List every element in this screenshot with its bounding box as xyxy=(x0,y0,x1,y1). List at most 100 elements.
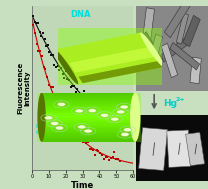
Point xyxy=(65,126,68,129)
Circle shape xyxy=(57,102,66,106)
Point xyxy=(53,95,56,98)
Point xyxy=(60,110,63,113)
Ellipse shape xyxy=(130,93,140,142)
Bar xyxy=(42,98,135,100)
Point xyxy=(58,104,61,107)
Point xyxy=(92,149,95,152)
Bar xyxy=(42,139,135,141)
Point xyxy=(61,73,64,76)
Point xyxy=(38,50,42,53)
Point xyxy=(76,135,79,138)
Bar xyxy=(42,133,135,134)
Bar xyxy=(42,114,135,116)
Point xyxy=(31,15,35,18)
Point xyxy=(64,69,68,72)
Point xyxy=(97,149,100,153)
Text: Hg: Hg xyxy=(163,99,177,108)
Bar xyxy=(186,132,205,166)
Bar xyxy=(140,32,162,65)
Point xyxy=(107,119,110,122)
Bar xyxy=(161,38,188,62)
Point xyxy=(109,156,113,160)
Point xyxy=(45,44,48,47)
Bar xyxy=(42,130,135,132)
Circle shape xyxy=(84,129,92,133)
Point xyxy=(94,111,97,114)
Point xyxy=(67,78,71,81)
Point xyxy=(88,147,91,150)
Point xyxy=(63,116,67,119)
Point xyxy=(105,119,109,122)
Point xyxy=(99,110,102,113)
Point xyxy=(54,66,58,69)
Point xyxy=(40,34,43,37)
Point xyxy=(46,75,49,78)
Point xyxy=(128,127,131,130)
Text: Hg2+: Hg2+ xyxy=(0,188,1,189)
Point xyxy=(115,124,118,127)
Point xyxy=(77,132,81,135)
Bar xyxy=(42,112,135,113)
Point xyxy=(99,151,102,154)
Bar xyxy=(42,126,135,128)
Circle shape xyxy=(100,113,109,117)
Circle shape xyxy=(111,117,119,121)
X-axis label: Time: Time xyxy=(71,181,94,189)
Text: DNA: DNA xyxy=(71,10,91,19)
Point xyxy=(61,114,65,117)
Ellipse shape xyxy=(140,33,164,67)
Bar xyxy=(42,124,135,126)
Point xyxy=(59,66,63,69)
Bar xyxy=(42,123,135,125)
Point xyxy=(86,140,89,143)
Bar xyxy=(42,107,135,108)
Circle shape xyxy=(121,132,129,136)
Point xyxy=(77,92,81,95)
Point xyxy=(117,126,120,129)
Point xyxy=(33,31,37,34)
Point xyxy=(113,121,117,124)
Text: Ion-DNA
Complex: Ion-DNA Complex xyxy=(35,124,64,135)
Point xyxy=(97,107,100,110)
Point xyxy=(104,120,107,123)
Circle shape xyxy=(120,105,128,109)
Point xyxy=(112,127,115,130)
Point xyxy=(120,122,123,125)
Bar xyxy=(190,57,201,84)
Point xyxy=(46,44,50,47)
Point xyxy=(89,107,92,110)
Point xyxy=(58,68,61,71)
Circle shape xyxy=(45,116,53,120)
Point xyxy=(95,148,98,151)
Point xyxy=(51,53,54,57)
Point xyxy=(69,85,72,88)
Point xyxy=(100,153,104,156)
Bar xyxy=(42,140,135,142)
Point xyxy=(38,31,41,34)
Bar xyxy=(42,99,135,101)
Point xyxy=(40,54,44,57)
Bar xyxy=(167,130,190,167)
Point xyxy=(74,91,77,94)
Bar xyxy=(176,13,188,44)
Point xyxy=(68,123,72,126)
Point xyxy=(44,67,47,70)
Point xyxy=(79,136,82,139)
Point xyxy=(123,131,126,134)
Circle shape xyxy=(51,122,59,125)
Point xyxy=(118,159,121,162)
Point xyxy=(82,89,85,92)
Ellipse shape xyxy=(54,50,78,84)
Point xyxy=(37,50,40,53)
Bar xyxy=(42,134,135,136)
Point xyxy=(107,158,111,161)
Point xyxy=(90,147,93,150)
Bar xyxy=(42,101,135,102)
Bar xyxy=(42,104,135,106)
Point xyxy=(126,129,130,132)
Bar xyxy=(170,43,200,70)
Point xyxy=(106,156,109,159)
Point xyxy=(35,42,38,45)
Bar xyxy=(183,15,200,47)
Bar xyxy=(42,113,135,115)
